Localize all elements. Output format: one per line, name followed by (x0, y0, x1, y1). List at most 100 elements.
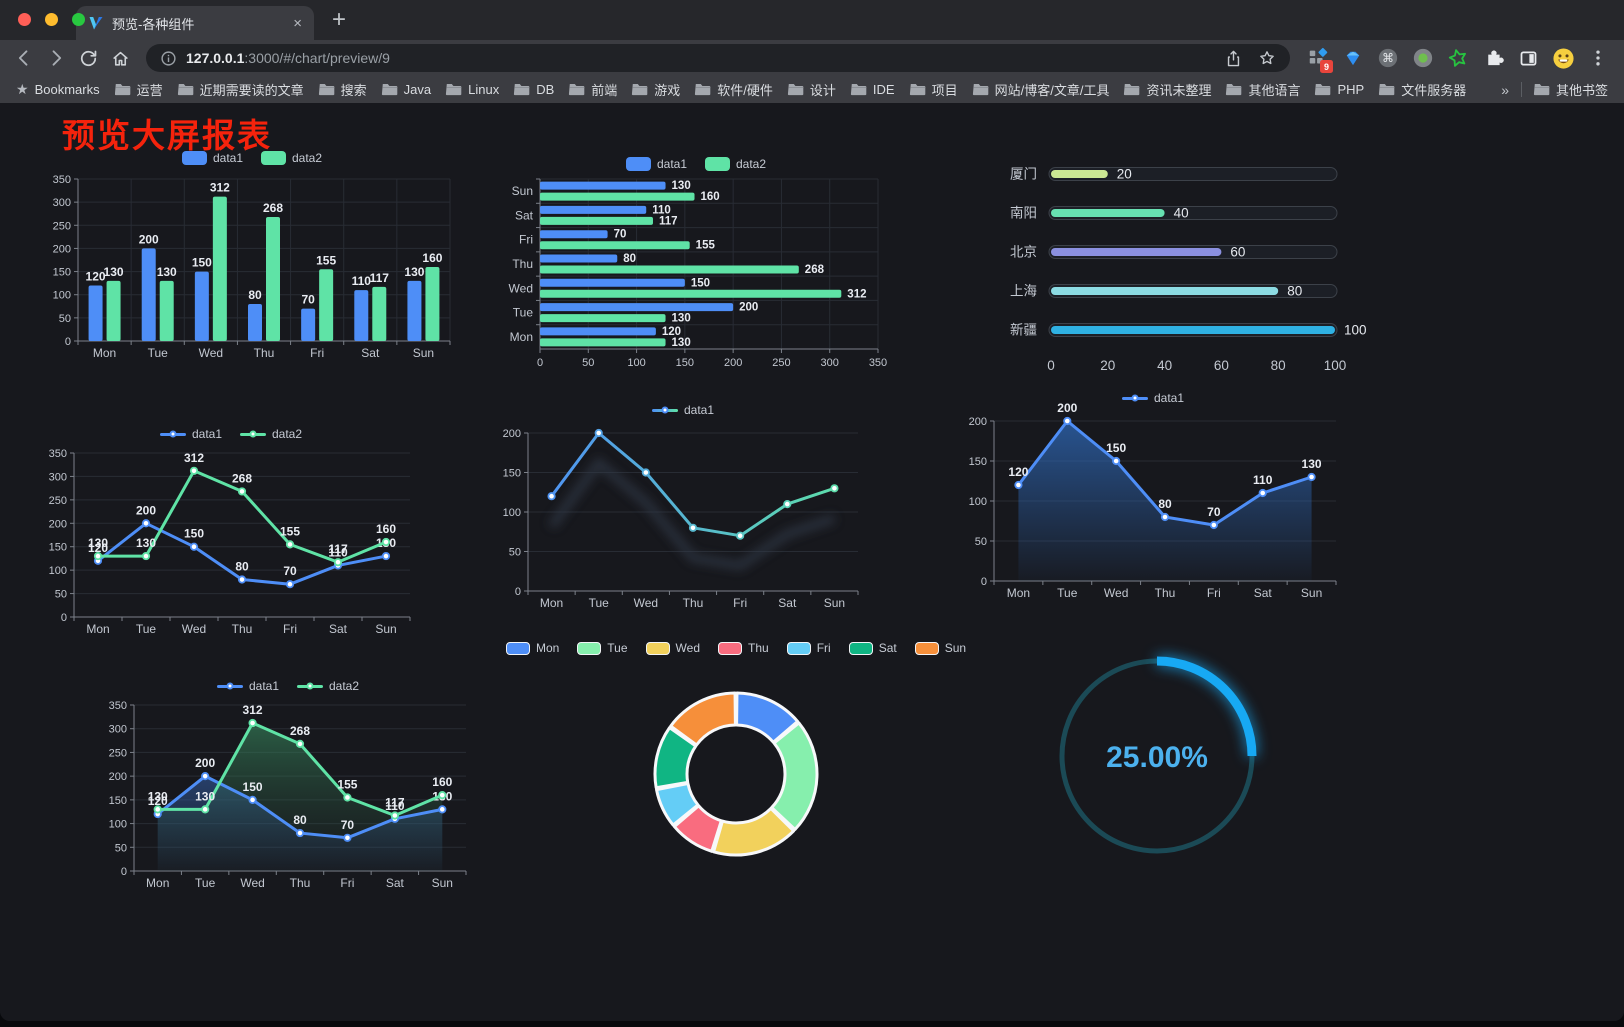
bookmark-folder[interactable]: DB (514, 82, 554, 97)
legend-item-data1[interactable]: data1 (159, 427, 222, 441)
bookmarks-overflow-chevron[interactable]: » (1501, 81, 1509, 98)
bar-series-data2[interactable]: 130 130 312 268 155 117 160 (104, 181, 443, 341)
folder-icon (446, 83, 462, 96)
hbar-data2-Sat[interactable] (540, 216, 653, 225)
bookmarks-manager-item[interactable]: ★ Bookmarks (16, 81, 100, 98)
pie-slice-Thu[interactable] (672, 804, 723, 853)
bookmark-folder[interactable]: 搜索 (318, 80, 367, 99)
svg-text:100: 100 (627, 357, 645, 369)
bookmark-folder[interactable]: 近期需要读的文章 (177, 80, 304, 99)
hbar-data1-Sat[interactable] (540, 205, 647, 214)
legend-item-Tue[interactable]: Tue (577, 641, 628, 655)
svg-text:0: 0 (61, 612, 67, 624)
pie-slice-Sat[interactable] (653, 726, 698, 790)
legend-item-data1[interactable]: data1 (625, 157, 687, 171)
hbar-data2-Fri[interactable] (540, 241, 690, 250)
split-screen-extension-icon[interactable] (1516, 46, 1540, 70)
hbar-data1-Sun[interactable] (540, 181, 666, 190)
bookmark-folder[interactable]: 软件/硬件 (695, 80, 773, 99)
site-info-icon[interactable] (160, 50, 177, 67)
url-bar[interactable]: 127.0.0.1:3000/#/chart/preview/9 (146, 44, 1290, 72)
svg-text:Tue: Tue (195, 876, 216, 890)
legend-item-Sun[interactable]: Sun (914, 641, 966, 655)
emoji-extension-icon[interactable] (1551, 46, 1575, 70)
hbar-data2-Mon[interactable] (540, 338, 666, 347)
record-extension-icon[interactable] (1411, 46, 1435, 70)
legend-item-data1[interactable]: data1 (651, 403, 714, 417)
other-bookmarks-folder[interactable]: 其他书签 (1533, 80, 1608, 99)
hbar-data1-Mon[interactable] (540, 327, 656, 336)
hbar-data2-Thu[interactable] (540, 265, 799, 274)
legend-item-Mon[interactable]: Mon (505, 641, 559, 655)
green-star-extension-icon[interactable] (1446, 46, 1470, 70)
grouped-bar-chart-svg[interactable]: 0 50 100 150 200 250 300 350 Mon Tue Wed Thu Fri Sat S… (44, 169, 460, 365)
donut-chart-svg[interactable] (553, 659, 919, 867)
legend-item-data1[interactable]: data1 (1121, 391, 1184, 405)
pie-slice-Tue[interactable] (770, 721, 819, 832)
bookmark-folder[interactable]: 前端 (569, 80, 617, 99)
bookmark-star-icon[interactable] (1258, 49, 1276, 67)
browser-menu-icon[interactable] (1586, 46, 1610, 70)
hbar-data1-Fri[interactable] (540, 230, 608, 239)
svg-text:Fri: Fri (340, 876, 354, 890)
svg-text:新疆: 新疆 (1010, 323, 1037, 338)
minimize-window-button[interactable] (45, 13, 58, 26)
bookmark-folder[interactable]: Java (381, 82, 431, 97)
legend-item-data2[interactable]: data2 (297, 679, 359, 693)
puzzle-extension-icon[interactable] (1481, 46, 1505, 70)
legend-item-Sat[interactable]: Sat (848, 641, 897, 655)
svg-text:Sat: Sat (778, 596, 797, 610)
bookmark-folder[interactable]: IDE (850, 82, 895, 97)
zoom-window-button[interactable] (72, 13, 85, 26)
gradient-line-chart-svg[interactable]: 0 50 100 150 200 Mon Tue Wed Thu Fri Sat Sun (494, 421, 872, 619)
bar-series-data1[interactable]: 120 200 150 80 70 110 130 (86, 232, 425, 341)
pie-slice-Wed[interactable] (712, 806, 796, 857)
bookmark-folder[interactable]: 运营 (114, 80, 163, 99)
hbar-data2-Sun[interactable] (540, 192, 695, 201)
legend-item-Fri[interactable]: Fri (786, 641, 831, 655)
hbar-data1-Tue[interactable] (540, 303, 734, 312)
legend-item-data2[interactable]: data2 (240, 427, 302, 441)
home-icon[interactable] (106, 44, 134, 72)
gauge-chart-svg[interactable]: 25.00% (1044, 643, 1270, 869)
bookmark-folder[interactable]: 设计 (787, 80, 836, 99)
bookmark-folder[interactable]: 资讯未整理 (1124, 80, 1211, 99)
browser-tab[interactable]: 预览-各种组件 × (76, 6, 314, 40)
hbar-data2-Tue[interactable] (540, 314, 666, 323)
bookmark-folder[interactable]: 文件服务器 (1379, 80, 1466, 99)
hbar-data1-Thu[interactable] (540, 254, 618, 263)
command-extension-icon[interactable]: ⌘ (1376, 46, 1400, 70)
area-line-chart-svg[interactable]: 0 50 100 150 200 Mon Tue Wed Thu Fri Sat Sun 120 200 1… (958, 401, 1348, 605)
bookmark-folder[interactable]: Linux (446, 82, 499, 97)
bookmark-folder[interactable]: 游戏 (632, 80, 680, 99)
new-tab-button[interactable]: + (332, 6, 347, 33)
progress-bars-svg[interactable]: 厦门 20 南阳 40 北京 60 上海 80 新疆 100 0 20 40 60 80 100 (985, 158, 1367, 390)
hbar-data1-Wed[interactable] (540, 278, 685, 287)
gem-extension-icon[interactable] (1341, 46, 1365, 70)
chart-legend: data1 data2 (40, 423, 422, 445)
bookmark-folder[interactable]: 其他语言 (1226, 80, 1300, 99)
forward-icon[interactable] (42, 44, 70, 72)
legend-item-data2[interactable]: data2 (261, 151, 322, 165)
tab-close-icon[interactable]: × (293, 14, 302, 32)
close-window-button[interactable] (18, 13, 31, 26)
pie-slice-Fri[interactable] (655, 781, 700, 827)
bookmark-folder[interactable]: PHP (1315, 82, 1364, 97)
legend-item-data1[interactable]: data1 (216, 679, 279, 693)
legend-item-Wed[interactable]: Wed (645, 641, 700, 655)
legend-item-data1[interactable]: data1 (181, 151, 243, 165)
pie-slice-Sun[interactable] (669, 691, 737, 747)
extension-grid-icon[interactable]: 9 (1306, 46, 1333, 73)
hbar-data2-Wed[interactable] (540, 289, 842, 298)
legend-item-data2[interactable]: data2 (705, 157, 766, 171)
bookmark-folder[interactable]: 网站/博客/文章/工具 (972, 80, 1109, 99)
share-icon[interactable] (1225, 49, 1242, 68)
pie-slice-Mon[interactable] (735, 691, 800, 744)
area-two-series-chart-svg[interactable]: 0 50 100 150 200 250 300 350 Mon Tue Wed Thu Fri Sat S… (98, 697, 478, 895)
reload-icon[interactable] (74, 44, 102, 72)
line-chart-svg[interactable]: 0 50 100 150 200 250 300 350 Mon Tue Wed Thu Fri Sat S… (40, 445, 422, 641)
back-icon[interactable] (10, 44, 38, 72)
legend-item-Thu[interactable]: Thu (718, 641, 769, 655)
bookmark-folder[interactable]: 项目 (909, 80, 958, 99)
